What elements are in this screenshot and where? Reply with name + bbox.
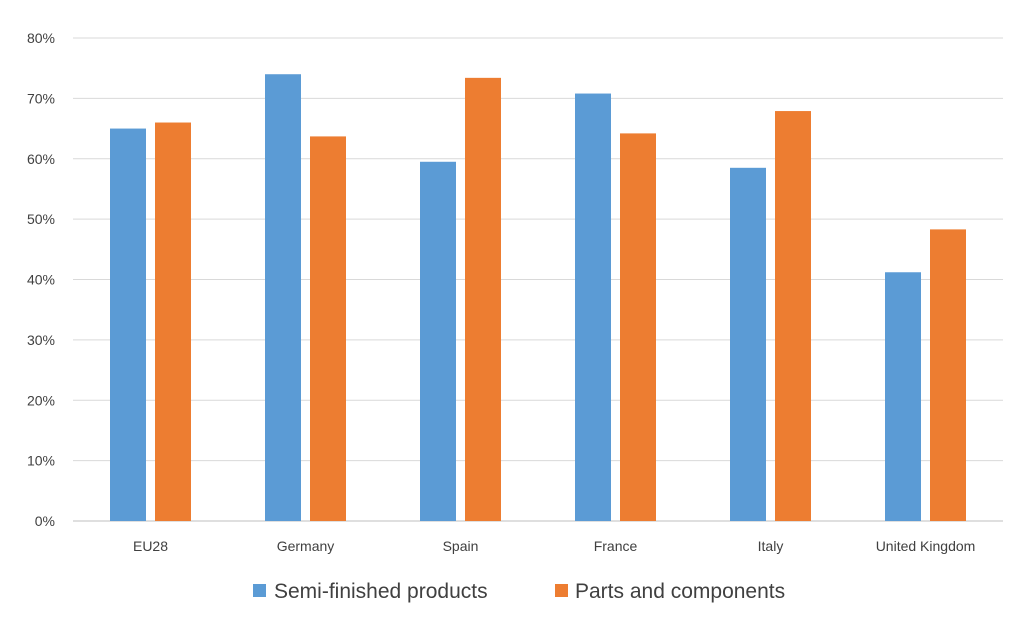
bar	[885, 272, 921, 521]
bar	[420, 161, 456, 522]
legend-swatch	[555, 584, 568, 597]
bar	[775, 111, 811, 522]
bar	[265, 74, 301, 521]
bar	[465, 77, 501, 521]
x-category-label: France	[594, 538, 638, 554]
y-axis-tick-labels: 0% 10% 20% 30% 40% 50% 60% 70% 80%	[27, 30, 55, 529]
legend-swatch	[253, 584, 266, 597]
legend-label: Parts and components	[575, 580, 785, 603]
y-tick-label: 0%	[35, 513, 55, 529]
bar	[155, 122, 191, 522]
y-tick-label: 70%	[27, 90, 55, 106]
bar-layer	[110, 74, 966, 522]
y-tick-label: 50%	[27, 211, 55, 227]
y-tick-label: 30%	[27, 332, 55, 348]
grid-layer	[73, 37, 1003, 522]
bar	[730, 167, 766, 521]
x-category-label: Germany	[277, 538, 335, 554]
bar	[310, 136, 346, 521]
y-tick-label: 10%	[27, 453, 55, 469]
x-category-label: Italy	[758, 538, 784, 554]
x-category-label: EU28	[133, 538, 168, 554]
x-category-label: Spain	[443, 538, 479, 554]
x-axis-category-labels: EU28 Germany Spain France Italy United Kingdo…	[133, 538, 975, 554]
legend: Semi-finished products Parts and componen…	[253, 580, 785, 603]
bar	[575, 93, 611, 522]
legend-label: Semi-finished products	[274, 580, 488, 603]
bar	[930, 229, 966, 522]
y-tick-label: 40%	[27, 272, 55, 288]
bar	[620, 133, 656, 521]
bar	[110, 128, 146, 521]
y-tick-label: 20%	[27, 392, 55, 408]
x-category-label: United Kingdom	[876, 538, 976, 554]
y-tick-label: 60%	[27, 151, 55, 167]
y-tick-label: 80%	[27, 30, 55, 46]
